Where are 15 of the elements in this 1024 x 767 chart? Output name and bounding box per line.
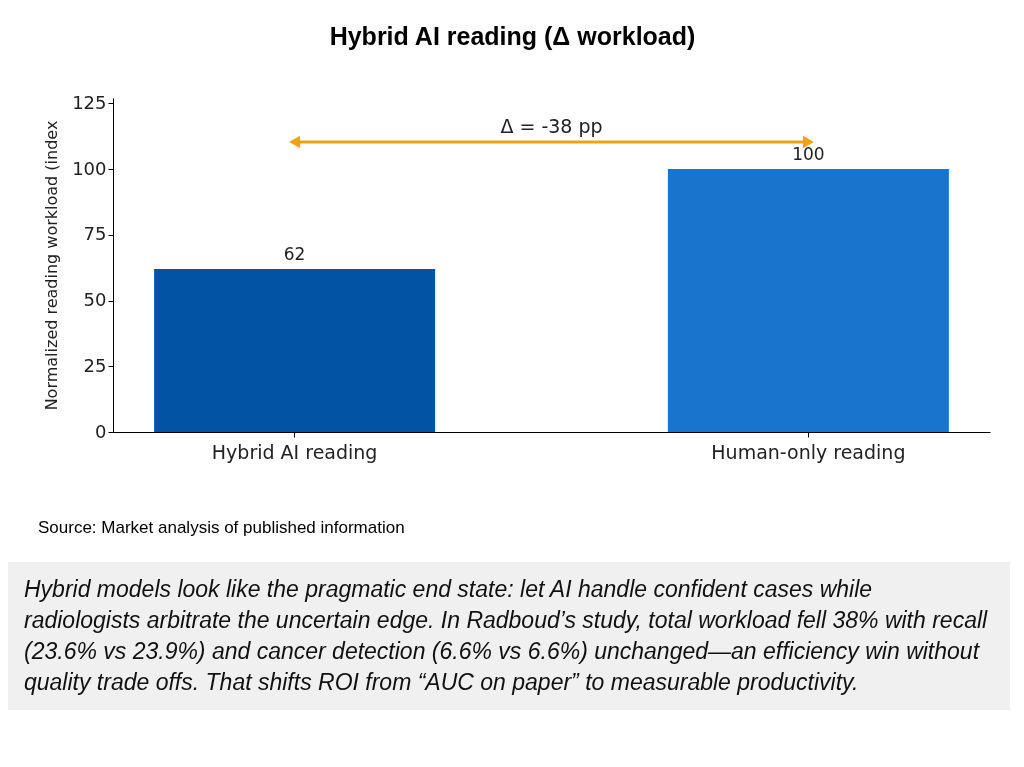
y-tick-label: 0 (95, 420, 107, 442)
data-label: 100 (792, 144, 825, 165)
y-tick-label: 25 (83, 354, 107, 376)
text: Hybrid models look like the pragmatic end state: let AI handle confident cases while radiologists arbitrate the uncertain edge. In Radboud’s study, total workload fell 38% with recall (23.6% vs 23.9%) and cancer detection (6.6% vs 6.6%) unchanged—an efficiency win without quality trade offs. That shifts ROI from “AUC on paper” to measurable productivity. (8, 562, 1010, 710)
y-tick-label: 125 (72, 91, 107, 113)
source-note: Source: Market analysis of published information (38, 518, 406, 539)
y-tick-label: 50 (83, 289, 107, 310)
data-label: 62 (283, 243, 306, 264)
x-tick-label: Human-only reading (711, 440, 906, 463)
y-tick-label: 75 (83, 223, 107, 245)
x-tick-label: Hybrid AI reading (211, 440, 378, 463)
chart-title: Hybrid AI reading (Δ workload) (329, 22, 696, 51)
y-axis-title: Normalized reading workload (index (42, 120, 62, 411)
y-tick-label: 100 (72, 157, 107, 179)
annotation: Δ = -38 pp (500, 115, 603, 137)
